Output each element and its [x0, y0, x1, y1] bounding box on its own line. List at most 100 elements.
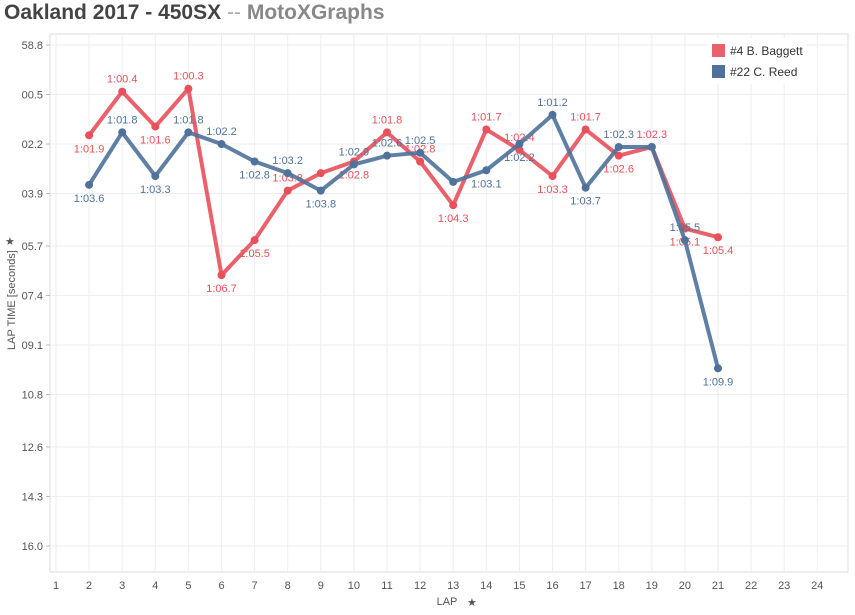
x-tick-label: 20	[679, 580, 691, 592]
y-tick-label: 10.8	[22, 390, 43, 402]
x-tick-label: 9	[318, 580, 324, 592]
data-point	[316, 169, 325, 178]
y-tick-label: 12.6	[22, 442, 43, 454]
x-tick-label: 5	[185, 580, 191, 592]
data-label: 1:02.2	[504, 152, 535, 164]
data-label: 1:02.6	[603, 164, 634, 176]
data-point	[383, 151, 391, 160]
data-point	[184, 84, 193, 93]
data-point	[548, 172, 557, 181]
data-label: 1:00.4	[107, 74, 138, 86]
y-tick-label: 07.4	[22, 291, 43, 303]
plot-area	[49, 33, 849, 573]
data-label: 1:01.8	[372, 114, 403, 126]
data-label: 1:02.6	[372, 138, 403, 150]
data-point	[316, 186, 325, 195]
data-point	[449, 201, 458, 210]
pin-icon: ★	[467, 597, 477, 609]
data-point	[581, 125, 590, 134]
data-point	[118, 87, 127, 96]
data-label: 1:00.3	[173, 71, 204, 83]
x-tick-label: 17	[579, 580, 591, 592]
data-point	[283, 169, 292, 178]
legend-item-reed[interactable]: #22 C. Reed	[712, 61, 803, 82]
data-label: 1:02.5	[405, 135, 436, 147]
data-label: 1:05.4	[703, 245, 734, 257]
x-tick-label: 14	[480, 580, 492, 592]
data-label: 1:03.3	[140, 184, 171, 196]
legend-swatch	[712, 65, 725, 78]
x-tick-label: 16	[546, 580, 558, 592]
data-point	[714, 233, 722, 242]
data-point	[647, 142, 656, 151]
data-label: 1:04.3	[438, 213, 469, 225]
data-label: 1:02.2	[206, 126, 237, 138]
data-point	[383, 128, 391, 137]
x-tick-label: 4	[152, 580, 158, 592]
data-label: 1:03.8	[306, 199, 337, 211]
data-point	[449, 177, 458, 186]
data-point	[85, 180, 94, 189]
data-label: 1:06.7	[206, 283, 237, 295]
x-tick-label: 18	[613, 580, 625, 592]
data-label: 1:01.7	[570, 111, 601, 123]
data-point	[151, 122, 160, 131]
x-tick-label: 11	[381, 580, 392, 592]
y-axis-title: LAP TIME [seconds]	[6, 250, 18, 350]
x-tick-label: 3	[119, 580, 125, 592]
data-label: 1:01.8	[173, 114, 204, 126]
data-label: 1:03.7	[570, 196, 601, 208]
data-point	[217, 271, 226, 280]
data-point	[250, 236, 259, 245]
data-label: 1:03.2	[272, 155, 303, 167]
chart-title: Oakland 2017 - 450SX -- MotoXGraphs	[4, 1, 385, 25]
data-point	[118, 128, 127, 137]
data-label: 1:03.6	[74, 193, 105, 205]
data-point	[614, 151, 623, 160]
x-tick-label: 19	[646, 580, 658, 592]
data-point	[349, 160, 358, 169]
data-label: 1:02.3	[603, 129, 634, 141]
data-point	[614, 142, 623, 151]
x-tick-label: 6	[218, 580, 224, 592]
data-point	[217, 140, 226, 149]
legend-item-baggett[interactable]: #4 B. Baggett	[712, 40, 803, 61]
y-tick-label: 16.0	[22, 541, 43, 553]
legend[interactable]: #4 B. Baggett #22 C. Reed	[708, 38, 807, 84]
x-tick-label: 13	[447, 580, 459, 592]
data-point	[714, 364, 722, 373]
data-label: 1:03.1	[471, 178, 502, 190]
data-label: 1:02.8	[239, 170, 270, 182]
data-point	[416, 157, 425, 166]
brand-name: MotoXGraphs	[246, 1, 385, 24]
x-tick-label: 10	[348, 580, 360, 592]
pin-icon: ★	[5, 236, 15, 248]
y-tick-label: 58.8	[22, 40, 43, 52]
legend-label: #4 B. Baggett	[730, 43, 803, 58]
data-point	[548, 110, 557, 119]
data-label: 1:02.3	[637, 129, 668, 141]
data-label: 1:01.9	[74, 143, 105, 155]
data-point	[283, 186, 292, 195]
y-tick-label: 09.1	[22, 340, 43, 352]
x-tick-label: 21	[712, 580, 724, 592]
x-tick-label: 7	[252, 580, 258, 592]
y-tick-label: 02.2	[22, 139, 43, 151]
data-label: 1:01.6	[140, 135, 171, 147]
data-point	[85, 131, 94, 140]
title-main: Oakland 2017 - 450SX	[4, 1, 222, 24]
legend-swatch	[712, 44, 725, 57]
data-label: 1:01.2	[537, 97, 568, 109]
data-label: 1:03.3	[537, 184, 568, 196]
y-tick-label: 05.7	[22, 241, 43, 253]
data-label: 1:05.5	[239, 248, 270, 260]
series-line-reed	[87, 112, 720, 369]
data-label: 1:01.7	[471, 111, 502, 123]
y-tick-label: 00.5	[22, 90, 43, 102]
x-tick-label: 1	[53, 580, 59, 592]
x-tick-label: 12	[414, 580, 426, 592]
data-point	[416, 148, 425, 157]
y-tick-label: 14.3	[22, 491, 43, 503]
data-label: 1:02.9	[339, 146, 370, 158]
